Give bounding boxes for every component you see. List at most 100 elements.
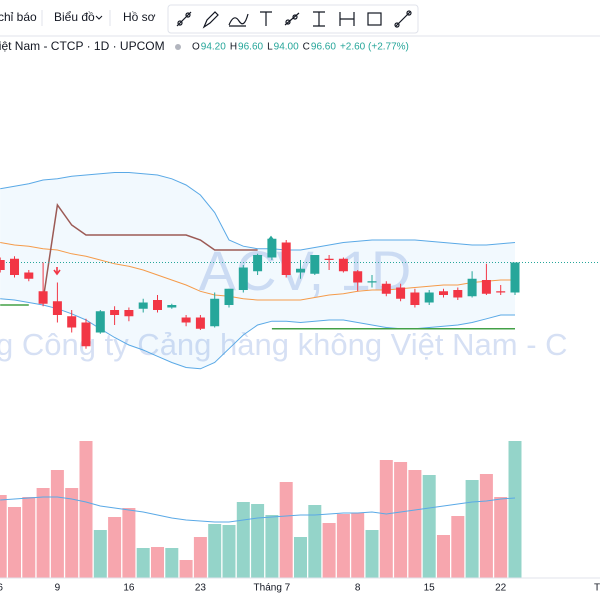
candle-body <box>367 281 377 283</box>
stop-line-down <box>42 203 258 301</box>
volume-bar <box>365 530 379 578</box>
candle-body <box>396 287 406 299</box>
candle-body <box>238 267 248 290</box>
ohlc-legend: O 94.20 H 96.60 L 94.00 C 96.60 <box>175 42 336 53</box>
ohlc-value: 94.00 <box>274 42 299 53</box>
candle-body <box>24 272 34 279</box>
drawing-toolbar <box>167 4 419 34</box>
x-tick-label: 23 <box>195 583 207 594</box>
volume-bar <box>222 525 236 578</box>
text-tool[interactable] <box>260 11 272 26</box>
toolbar-chart[interactable]: Biểu đồ <box>54 10 95 24</box>
candle-body <box>224 288 234 305</box>
range-tool[interactable] <box>339 12 355 26</box>
legend-dot <box>175 44 181 50</box>
candle-body <box>267 238 277 258</box>
toolbar-profile[interactable]: Hồ sơ <box>123 10 156 24</box>
plot-area: ACV, 1Dg Công ty Cảng hàng không Việt Na… <box>0 172 600 578</box>
volume-bar <box>136 548 150 578</box>
ohlc-key: L <box>267 42 273 53</box>
candle-body <box>481 280 491 294</box>
volume-bar <box>122 508 136 578</box>
candle-body <box>124 310 134 317</box>
volume-bar <box>50 470 64 578</box>
volume-bar <box>0 495 7 578</box>
volume-bar <box>408 470 422 578</box>
volume-bar <box>394 462 408 578</box>
volume-bar <box>165 548 179 578</box>
candle-body <box>110 310 120 315</box>
ohlc-key: O <box>192 42 200 53</box>
x-tick-label: 8 <box>355 583 361 594</box>
volume-bar <box>36 488 50 578</box>
chevron <box>95 15 103 20</box>
candle-body <box>0 260 5 270</box>
ohlc-key: C <box>303 42 310 53</box>
volume-bar <box>451 516 465 578</box>
candle-body <box>410 292 420 305</box>
x-tick-label: 6 <box>0 583 3 594</box>
volume-bar <box>93 530 107 578</box>
volume-bar <box>465 480 479 578</box>
candle-body <box>296 268 305 273</box>
x-tick-label: Tháng 7 <box>254 583 291 594</box>
volume-bar <box>22 497 36 578</box>
symbol-title: Việt Nam - CTCP · 1D · UPCOM <box>0 39 165 53</box>
candle-body <box>153 300 162 310</box>
candle-body <box>453 290 463 298</box>
stop-line-up <box>0 304 515 330</box>
line-tool[interactable] <box>394 10 412 28</box>
watermark-subtitle: g Công ty Cảng hàng không Việt Nam - C <box>0 327 568 362</box>
candle-body <box>10 258 19 275</box>
band-basis <box>0 242 515 301</box>
volume-bar <box>108 517 122 578</box>
candle-body <box>81 322 91 347</box>
path-tool[interactable] <box>228 13 249 27</box>
ray-tool[interactable] <box>284 12 300 26</box>
volume-bar <box>379 460 393 578</box>
candle-body <box>253 255 263 272</box>
candle-body <box>95 311 105 333</box>
x-tick-label: 16 <box>123 583 135 594</box>
candle-body <box>167 305 177 308</box>
volume-bar <box>294 537 307 578</box>
volume-bar <box>437 535 450 578</box>
candle-body <box>67 316 77 328</box>
candle-body <box>52 301 62 315</box>
price-change: +2.60 (+2.77%) <box>340 42 409 53</box>
x-tick-label: 9 <box>55 583 61 594</box>
rectangle-tool[interactable] <box>367 12 382 26</box>
volume-bar <box>322 523 336 578</box>
volume-bar <box>79 441 93 578</box>
candle-body <box>424 292 434 303</box>
volume-bar <box>179 560 193 578</box>
sell-signal <box>53 267 61 276</box>
candle-body <box>353 271 363 283</box>
candle-body <box>324 258 334 260</box>
candle-body <box>38 291 48 304</box>
volume-ma <box>0 496 516 523</box>
ohlc-value: 96.60 <box>238 42 263 53</box>
volume-bar <box>8 507 21 578</box>
candle-body <box>310 255 320 274</box>
candle-body <box>510 262 520 293</box>
x-tick-label: 22 <box>495 583 507 594</box>
volume-bar <box>208 524 222 578</box>
candle-body <box>181 317 191 323</box>
toolbar-indicators[interactable]: chỉ báo <box>0 10 37 24</box>
info-line-tool[interactable] <box>313 11 325 27</box>
candle-body <box>496 291 506 293</box>
brush-tool[interactable] <box>202 11 219 29</box>
volume-bar <box>479 474 493 578</box>
candle-body <box>138 302 148 309</box>
volume-bar <box>422 475 436 578</box>
x-tick-label: T <box>594 583 600 594</box>
band-upper <box>0 172 516 251</box>
volume-bar <box>279 482 293 578</box>
volume-bar <box>336 514 350 578</box>
volume-bar <box>65 488 79 578</box>
trend-line-tool[interactable] <box>176 11 192 27</box>
candle-body <box>281 242 291 275</box>
